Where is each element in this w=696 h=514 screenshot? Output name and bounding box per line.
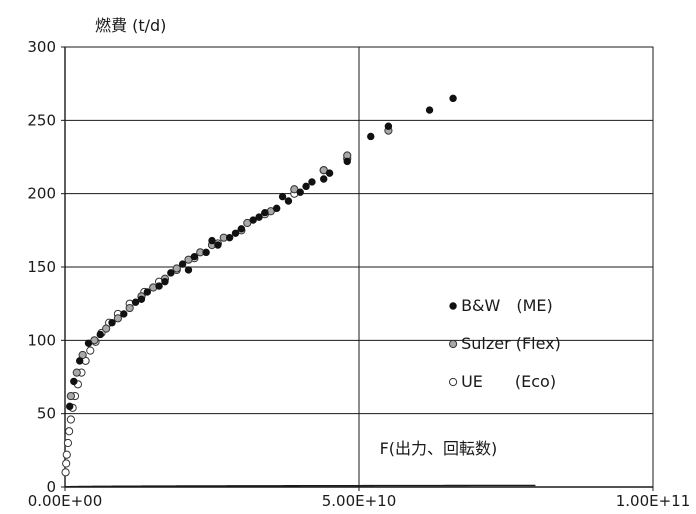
data-point bbox=[284, 197, 293, 205]
data-point bbox=[70, 377, 78, 386]
data-point bbox=[84, 339, 93, 347]
legend-label: Sulzer (Flex) bbox=[461, 334, 561, 353]
data-point bbox=[320, 175, 328, 183]
fit-curve bbox=[64, 484, 536, 488]
data-point bbox=[237, 225, 246, 233]
data-point bbox=[63, 438, 73, 448]
data-point bbox=[308, 178, 316, 186]
data-point bbox=[225, 233, 234, 242]
data-point bbox=[202, 248, 210, 257]
data-point bbox=[190, 253, 199, 261]
data-point bbox=[131, 298, 140, 306]
data-point bbox=[172, 264, 181, 273]
y-tick-label: 150 bbox=[27, 258, 56, 276]
y-tick-label: 0 bbox=[46, 478, 56, 496]
data-point bbox=[86, 346, 95, 355]
data-point bbox=[96, 330, 104, 339]
data-point bbox=[449, 94, 457, 103]
data-point bbox=[296, 188, 304, 196]
data-point bbox=[325, 169, 334, 177]
data-point bbox=[125, 303, 134, 313]
data-point bbox=[66, 402, 74, 411]
data-point bbox=[214, 241, 222, 249]
data-point bbox=[319, 166, 328, 175]
data-point bbox=[167, 269, 175, 277]
data-point bbox=[113, 314, 123, 323]
data-point bbox=[208, 236, 216, 245]
y-tick-label: 300 bbox=[27, 38, 56, 56]
data-point bbox=[367, 132, 375, 141]
x-tick-label: 0.00E+00 bbox=[28, 492, 103, 510]
data-point bbox=[272, 204, 281, 213]
data-point bbox=[62, 459, 71, 468]
data-point bbox=[184, 266, 193, 274]
data-point bbox=[65, 427, 74, 436]
data-point bbox=[137, 295, 146, 303]
x-tick-label: 5.00E+10 bbox=[322, 492, 397, 510]
y-axis-label: 燃費 (t/d) bbox=[95, 16, 166, 35]
data-point bbox=[78, 350, 87, 360]
data-point bbox=[161, 277, 169, 286]
y-tick-label: 50 bbox=[37, 405, 56, 423]
data-point bbox=[425, 106, 434, 114]
data-point bbox=[108, 319, 116, 327]
formula-annotation: F(出力、回転数) bbox=[380, 439, 498, 458]
axes bbox=[61, 46, 654, 491]
legend-label: UE (Eco) bbox=[461, 372, 556, 391]
data-point bbox=[178, 260, 187, 268]
legend-marker bbox=[449, 302, 457, 310]
data-point bbox=[384, 122, 393, 130]
data-point bbox=[66, 391, 75, 401]
data-point bbox=[72, 368, 81, 377]
data-point bbox=[343, 157, 351, 166]
y-tick-label: 250 bbox=[27, 111, 56, 129]
data-point bbox=[243, 218, 252, 228]
x-tick-label: 1.00E+11 bbox=[616, 492, 691, 510]
data-point bbox=[290, 185, 299, 194]
legend-marker bbox=[448, 339, 458, 349]
y-tick-label: 200 bbox=[27, 185, 56, 203]
data-point bbox=[143, 288, 152, 296]
data-point bbox=[155, 282, 163, 290]
data-point bbox=[249, 216, 257, 224]
data-point bbox=[90, 336, 99, 345]
data-point bbox=[278, 192, 287, 201]
data-points bbox=[61, 94, 457, 477]
data-point bbox=[76, 357, 84, 365]
grid-lines bbox=[65, 47, 653, 487]
data-point bbox=[62, 450, 71, 459]
data-point bbox=[261, 209, 269, 217]
data-point bbox=[102, 324, 111, 333]
data-point bbox=[302, 182, 310, 191]
data-point bbox=[255, 213, 263, 221]
data-point bbox=[231, 229, 240, 237]
y-tick-label: 100 bbox=[27, 331, 56, 349]
legend-label: B&W (ME) bbox=[461, 296, 553, 315]
x-tick-labels: 0.00E+00 5.00E+10 1.00E+11 bbox=[28, 492, 691, 510]
data-point bbox=[184, 255, 193, 264]
data-point bbox=[120, 310, 128, 318]
legend: B&W (ME) Sulzer (Flex) UE (Eco) bbox=[448, 296, 561, 391]
data-point bbox=[61, 468, 70, 477]
data-point bbox=[66, 415, 75, 424]
y-tick-labels: 0 50 100 150 200 250 300 bbox=[27, 38, 56, 496]
legend-marker bbox=[448, 377, 458, 387]
